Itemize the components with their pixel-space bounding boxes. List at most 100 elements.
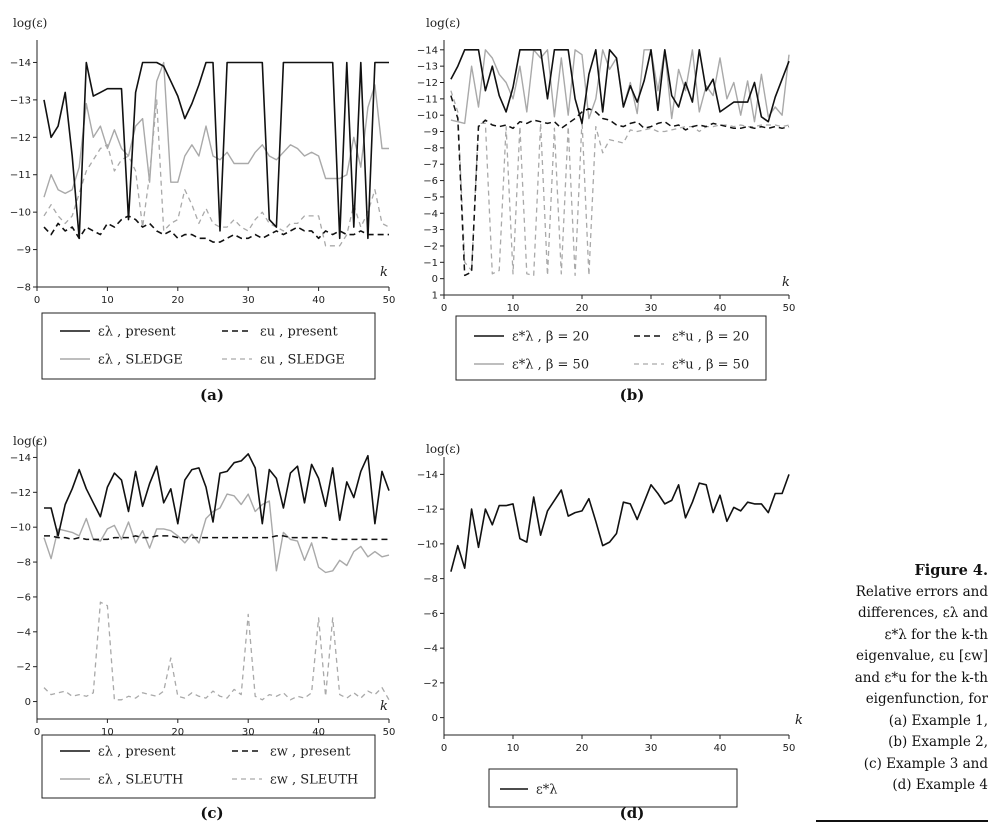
x-tick-label: 50 bbox=[783, 743, 796, 754]
legend-label: ε*u , β = 20 bbox=[672, 330, 749, 345]
x-tick-label: 10 bbox=[507, 743, 520, 754]
y-tick-label: −5 bbox=[423, 192, 438, 203]
panel-label: (c) bbox=[200, 804, 223, 822]
x-axis-label: k bbox=[380, 699, 388, 714]
caption-line: (d) Example 4 bbox=[892, 777, 988, 793]
legend-box bbox=[41, 312, 376, 380]
x-tick-label: 50 bbox=[783, 303, 796, 314]
y-tick-label: −11 bbox=[10, 170, 31, 181]
x-tick-label: 30 bbox=[645, 303, 658, 314]
legend-label: ελ , SLEUTH bbox=[98, 773, 183, 788]
caption-line: differences, ελ and bbox=[858, 605, 988, 621]
legend-label: εw , SLEUTH bbox=[270, 773, 358, 788]
y-tick-label: 0 bbox=[25, 697, 31, 708]
series-line-b-4 bbox=[450, 90, 790, 277]
x-tick-label: 50 bbox=[383, 295, 396, 306]
chart-panel-a: −8 −9 −10 −11 −12 −13 −14 0 10 20 30 40 50 log(ε) k ελ … bbox=[10, 16, 395, 404]
x-tick-label: 20 bbox=[576, 743, 589, 754]
y-tick-label: −4 bbox=[423, 644, 438, 655]
y-tick-label: −9 bbox=[423, 127, 438, 138]
y-tick-label: −10 bbox=[10, 208, 31, 219]
y-tick-label: −6 bbox=[423, 609, 438, 620]
legend-label: ε*λ bbox=[536, 783, 557, 798]
x-axis-label: k bbox=[782, 275, 790, 290]
y-tick-label: −2 bbox=[423, 241, 438, 252]
x-tick-label: 20 bbox=[171, 295, 184, 306]
legend-box bbox=[455, 315, 767, 381]
x-tick-label: 40 bbox=[714, 743, 727, 754]
legend-label: ε*u , β = 50 bbox=[672, 358, 749, 373]
caption-line: eigenvalue, εu [εw] bbox=[856, 648, 988, 664]
y-tick-label: −8 bbox=[16, 558, 31, 569]
caption-title: Figure 4. bbox=[914, 562, 988, 579]
y-tick-label: −2 bbox=[423, 678, 438, 689]
y-axis-label: log(ε) bbox=[426, 442, 460, 456]
x-tick-label: 40 bbox=[312, 727, 325, 738]
x-tick-label: 30 bbox=[242, 727, 255, 738]
x-tick-label: 30 bbox=[242, 295, 255, 306]
legend-label: ε*λ , β = 20 bbox=[512, 330, 589, 345]
legend-label: ε*λ , β = 50 bbox=[512, 358, 589, 373]
y-tick-label: −8 bbox=[423, 574, 438, 585]
x-tick-label: 10 bbox=[101, 727, 114, 738]
series-line-c-2 bbox=[44, 535, 389, 541]
series-line-d-1 bbox=[450, 474, 790, 572]
x-tick-label: 20 bbox=[171, 727, 184, 738]
y-tick-label: −1 bbox=[423, 258, 438, 269]
x-tick-label: 20 bbox=[576, 303, 589, 314]
x-tick-label: 0 bbox=[34, 727, 40, 738]
y-tick-label: −8 bbox=[423, 143, 438, 154]
chart-panel-b: 10−1−2−3−4−5−6−7−8−9−10−11−12−13−140 10 20… bbox=[417, 16, 795, 404]
caption-line: (c) Example 3 and bbox=[863, 755, 988, 772]
series-line-c-4 bbox=[43, 601, 390, 701]
legend-label: εw , present bbox=[270, 745, 351, 760]
y-tick-label: −10 bbox=[417, 539, 438, 550]
y-tick-label: −7 bbox=[423, 160, 438, 171]
chart-panel-c: 0 −2 −4 −6 −8 −10 −12 −14 0 10 20 30 40 50 log(ε) k ελ ,… bbox=[10, 434, 395, 822]
y-tick-label: −2 bbox=[16, 662, 31, 673]
y-axis-label: log(ε) bbox=[13, 16, 47, 30]
x-tick-label: 0 bbox=[441, 743, 447, 754]
caption-line: ε*λ for the k-th bbox=[884, 626, 989, 643]
y-tick-label: −13 bbox=[417, 62, 438, 73]
panel-label: (a) bbox=[200, 386, 224, 404]
y-axis-label: log(ε) bbox=[426, 16, 460, 30]
figure-caption: Figure 4. Relative errors and difference… bbox=[826, 560, 988, 797]
y-tick-label: −14 bbox=[10, 58, 31, 69]
chart-panel-d: 0 −2 −4 −6 −8 −10 −12 −14 0 10 20 30 40 50 log(ε) k ε*λ (… bbox=[417, 442, 803, 822]
legend-box bbox=[41, 734, 376, 799]
y-tick-label: −3 bbox=[423, 225, 438, 236]
panel-label: (d) bbox=[620, 804, 645, 822]
y-tick-label: −12 bbox=[10, 488, 31, 499]
y-tick-label: −4 bbox=[423, 209, 438, 220]
y-tick-label: 0 bbox=[432, 274, 438, 285]
y-axis-label: log(ε) bbox=[13, 434, 47, 448]
legend-label: ελ , SLEDGE bbox=[98, 353, 183, 368]
series-line-b-1 bbox=[450, 48, 790, 125]
y-tick-label: −9 bbox=[16, 245, 31, 256]
y-tick-label: −4 bbox=[16, 627, 31, 638]
legend-label: ελ , present bbox=[98, 745, 176, 760]
y-tick-label: −13 bbox=[10, 95, 31, 106]
y-tick-label: −8 bbox=[16, 283, 31, 294]
y-tick-label: 1 bbox=[432, 291, 438, 302]
series-line-a-2 bbox=[43, 215, 389, 243]
y-tick-label: −11 bbox=[417, 94, 438, 105]
x-tick-label: 0 bbox=[34, 295, 40, 306]
x-tick-label: 50 bbox=[383, 727, 396, 738]
x-tick-label: 10 bbox=[101, 295, 114, 306]
x-tick-label: 40 bbox=[714, 303, 727, 314]
x-tick-label: 30 bbox=[645, 743, 658, 754]
caption-line: Relative errors and bbox=[855, 583, 988, 600]
y-tick-label: −14 bbox=[10, 453, 31, 464]
series-line-c-1 bbox=[44, 453, 390, 537]
caption-line: (b) Example 2, bbox=[888, 734, 988, 750]
y-tick-label: −10 bbox=[10, 523, 31, 534]
x-axis-label: k bbox=[380, 265, 388, 280]
y-tick-label: −12 bbox=[417, 505, 438, 516]
series-line-a-4 bbox=[43, 99, 390, 247]
caption-line: (a) Example 1, bbox=[888, 712, 988, 729]
panel-label: (b) bbox=[620, 386, 645, 404]
y-tick-label: 0 bbox=[432, 713, 438, 724]
